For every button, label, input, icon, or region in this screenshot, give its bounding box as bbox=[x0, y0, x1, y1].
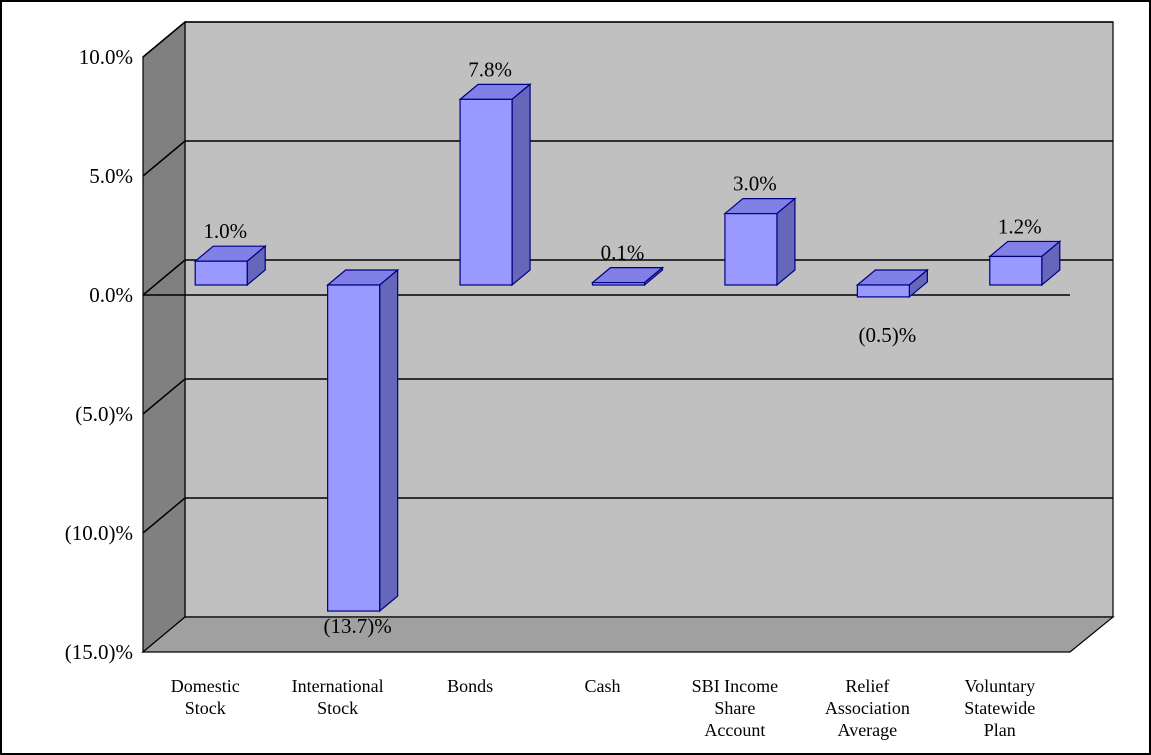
category-label-line: Stock bbox=[185, 698, 226, 718]
bar-side bbox=[776, 197, 796, 287]
data-label: 1.2% bbox=[998, 214, 1042, 238]
y-axis-ticks: 10.0% 5.0% 0.0% (5.0)% (10.0)% (15.0)% bbox=[65, 45, 133, 664]
category-label-line: Bonds bbox=[447, 676, 493, 696]
y-tick-label: (10.0)% bbox=[65, 521, 133, 545]
category-label: Cash bbox=[585, 676, 621, 696]
gridlines bbox=[142, 21, 1113, 534]
category-label: Relief Association Average bbox=[825, 676, 910, 740]
bar-side bbox=[379, 268, 399, 613]
category-label-line: Plan bbox=[984, 720, 1016, 740]
category-label: Bonds bbox=[447, 676, 493, 696]
category-label-line: Voluntary bbox=[964, 676, 1035, 696]
data-label: (0.5)% bbox=[858, 323, 916, 347]
bar-side bbox=[511, 83, 531, 287]
y-tick-label: (5.0)% bbox=[75, 402, 133, 426]
bar bbox=[193, 244, 267, 287]
category-label-line: Account bbox=[704, 720, 765, 740]
bar bbox=[325, 268, 400, 613]
category-label-line: Average bbox=[838, 720, 898, 740]
back-wall bbox=[184, 21, 1114, 618]
bar-front bbox=[591, 282, 646, 286]
category-label: Domestic Stock bbox=[171, 676, 240, 718]
data-label: 1.0% bbox=[203, 219, 247, 243]
category-label-line: Cash bbox=[585, 676, 621, 696]
category-label-line: Association bbox=[825, 698, 910, 718]
category-label: Voluntary Statewide Plan bbox=[964, 676, 1035, 740]
bar-front bbox=[194, 260, 248, 286]
y-tick-label: 5.0% bbox=[89, 164, 133, 188]
y-tick-label: 0.0% bbox=[89, 283, 133, 307]
category-label-line: Share bbox=[714, 698, 755, 718]
bar bbox=[590, 266, 665, 287]
gridline-side bbox=[142, 21, 186, 58]
bar bbox=[988, 240, 1062, 287]
bar-front bbox=[459, 98, 513, 286]
gridline-side bbox=[142, 378, 186, 415]
bar bbox=[855, 268, 930, 299]
bar-front bbox=[327, 284, 381, 612]
bar-front bbox=[856, 284, 910, 298]
data-label: 7.8% bbox=[468, 57, 512, 81]
category-label-line: SBI Income bbox=[692, 676, 778, 696]
category-label-line: Relief bbox=[845, 676, 889, 696]
bar bbox=[458, 83, 532, 287]
y-tick-label: (15.0)% bbox=[65, 640, 133, 664]
data-label: 3.0% bbox=[733, 172, 777, 196]
gridline-side bbox=[142, 259, 186, 296]
category-label-line: Stock bbox=[317, 698, 358, 718]
gridline-side bbox=[142, 140, 186, 177]
chart-walls bbox=[141, 20, 1115, 654]
bars bbox=[193, 83, 1062, 613]
bar-front bbox=[724, 213, 778, 286]
category-label: International Stock bbox=[292, 676, 384, 718]
category-label: SBI Income Share Account bbox=[692, 676, 778, 740]
side-wall bbox=[142, 20, 186, 654]
y-tick-label: 10.0% bbox=[79, 45, 133, 69]
data-label: (13.7)% bbox=[324, 614, 392, 638]
floor bbox=[141, 616, 1115, 653]
data-labels: 1.0% (13.7)% 7.8% 0.1% 3.0% (0.5)% 1.2% bbox=[203, 57, 1041, 638]
data-label: 0.1% bbox=[601, 241, 645, 265]
category-label-line: International bbox=[292, 676, 384, 696]
gridline-side bbox=[142, 497, 186, 534]
bar-front bbox=[989, 255, 1043, 286]
bar bbox=[723, 197, 797, 287]
category-label-line: Statewide bbox=[964, 698, 1035, 718]
category-label-line: Domestic bbox=[171, 676, 240, 696]
